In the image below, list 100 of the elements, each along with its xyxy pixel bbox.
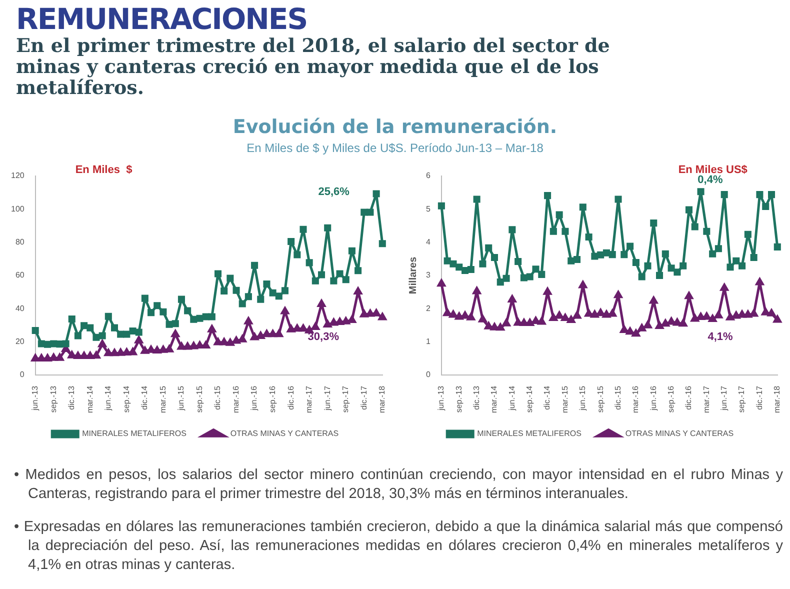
point	[532, 316, 540, 324]
y-tick-label: 0	[20, 370, 25, 380]
point	[68, 316, 76, 323]
x-tick-label: sep.-17	[737, 385, 746, 413]
point	[597, 251, 604, 258]
point	[703, 228, 710, 235]
point	[456, 264, 463, 271]
point	[738, 310, 746, 318]
point	[720, 191, 728, 198]
point	[317, 300, 326, 307]
point	[691, 223, 698, 230]
point	[190, 342, 198, 350]
point	[378, 312, 386, 320]
x-tick-label: dic.-14	[140, 385, 150, 410]
point	[479, 260, 486, 268]
point	[232, 336, 240, 344]
point	[56, 340, 64, 348]
point	[602, 249, 610, 256]
point	[293, 324, 302, 332]
point	[141, 294, 148, 302]
point	[62, 340, 70, 348]
point	[496, 323, 504, 331]
point	[110, 324, 118, 332]
point	[214, 270, 222, 278]
point	[549, 314, 558, 322]
x-tick-label: sep.-13	[454, 385, 464, 413]
point	[756, 191, 764, 198]
y-tick-label: 4	[426, 237, 431, 246]
x-tick-label: dic.-15	[213, 385, 222, 410]
point	[555, 311, 564, 319]
point	[579, 204, 586, 211]
legend-label: MINERALES METALIFEROS	[477, 429, 582, 438]
point	[514, 258, 522, 266]
point	[190, 316, 198, 323]
point	[684, 292, 694, 300]
point	[269, 289, 276, 296]
point	[250, 332, 259, 340]
point	[123, 330, 130, 338]
point	[202, 313, 210, 320]
point	[294, 251, 301, 258]
point	[768, 191, 776, 198]
point	[679, 319, 688, 327]
point	[184, 342, 192, 350]
point	[104, 348, 112, 356]
point	[50, 340, 58, 348]
point	[348, 316, 356, 324]
point	[354, 287, 362, 295]
x-tick-label: mar.-15	[560, 385, 570, 414]
point	[324, 224, 332, 232]
point	[330, 277, 338, 284]
point	[336, 318, 344, 326]
legend-label: OTRAS MINAS Y CANTERAS	[230, 429, 339, 438]
x-tick-label: sep.-16	[666, 385, 676, 413]
point	[129, 327, 136, 334]
point	[578, 280, 587, 288]
x-tick-label: dic.-14	[542, 385, 552, 410]
point	[280, 306, 290, 314]
point	[171, 330, 180, 338]
point	[472, 286, 481, 294]
x-tick-label: mar.-17	[304, 385, 314, 414]
point	[134, 336, 143, 344]
point	[732, 311, 740, 319]
point	[449, 310, 458, 318]
point	[673, 318, 682, 326]
point	[638, 273, 646, 280]
point	[656, 272, 664, 279]
text: • Medidos en pesos, los salarios del sector minero continúan creciendo, con mayor intensidad en el rubro Minas y Canteras, registrando para el primer trimestre del 2018, 30,3% más en términos interanuales.	[14, 466, 783, 504]
point	[244, 293, 252, 300]
point	[268, 330, 277, 338]
point	[608, 309, 616, 317]
y-axis-title: Millares	[408, 256, 419, 294]
point	[632, 329, 640, 337]
x-tick-label: jun.-17	[720, 385, 729, 412]
point	[262, 330, 271, 338]
point	[38, 340, 45, 348]
point	[311, 322, 320, 330]
point	[372, 190, 380, 198]
point	[572, 311, 582, 319]
point	[585, 233, 592, 241]
point	[667, 317, 676, 325]
x-tick-label: jun.-16	[648, 385, 658, 412]
x-tick-label: mar.-18	[772, 385, 782, 414]
point	[342, 276, 350, 284]
point	[702, 312, 711, 320]
point	[263, 280, 270, 288]
x-tick-label: sep.-15	[194, 385, 204, 413]
point	[732, 257, 740, 264]
point	[444, 257, 451, 264]
point	[561, 314, 570, 322]
point	[455, 312, 464, 320]
x-tick-label: mar.-16	[631, 385, 640, 414]
point	[620, 251, 628, 258]
point	[596, 308, 605, 316]
x-tick-label: jun.-16	[250, 385, 259, 412]
chart-subtitle: En Miles de $ y Miles de U$S. Período Jun-13 – Mar-18	[246, 141, 544, 155]
point	[690, 314, 699, 322]
point	[281, 287, 288, 294]
text: • Expresadas en dólares las remuneraciones también crecieron, debido a que la dinámica salarial más que compensó la depreciación del peso. Así, las remuneraciones medidas en dólares crecieron 0,4% en minerales metalíferos y 4,1% en otras minas y canteras.	[14, 518, 783, 575]
point	[626, 242, 634, 250]
y-tick-label: 20	[15, 336, 25, 346]
